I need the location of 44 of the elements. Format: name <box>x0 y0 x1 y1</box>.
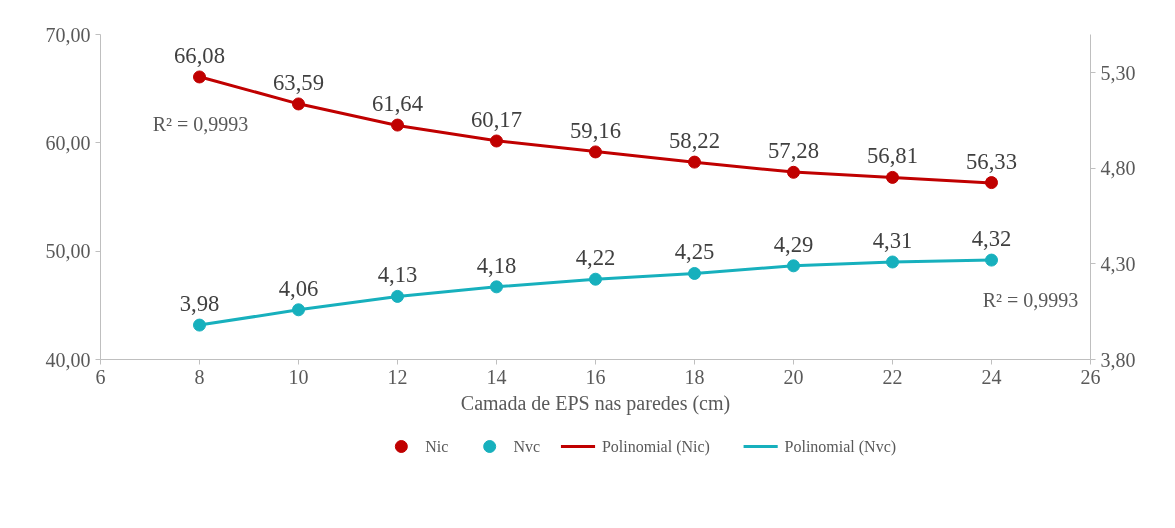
data-label: 56,33 <box>966 148 1017 174</box>
x-tick-label: 18 <box>684 365 705 388</box>
y2-tick-label: 4,80 <box>1100 157 1136 180</box>
data-label: 61,64 <box>372 91 423 117</box>
x-tick-label: 24 <box>981 365 1002 388</box>
y-tick-label: 70,00 <box>45 23 91 46</box>
data-label: 4,29 <box>773 231 814 257</box>
data-label: 4,18 <box>476 252 517 278</box>
legend-label: Polinomial (Nic) <box>601 438 710 456</box>
x-tick-label: 16 <box>585 365 606 388</box>
data-label: 4,25 <box>674 239 715 265</box>
data-label: 59,16 <box>570 117 621 143</box>
x-tick-label: 20 <box>783 365 804 388</box>
legend-label: Nvc <box>513 438 541 455</box>
x-tick-label: 12 <box>387 365 408 388</box>
y-tick-label: 50,00 <box>45 240 91 263</box>
y2-tick-label: 3,80 <box>1100 348 1136 371</box>
x-tick-label: 6 <box>95 365 106 388</box>
x-tick-label: 26 <box>1080 365 1101 388</box>
data-label: 4,31 <box>872 228 913 253</box>
x-tick-label: 14 <box>486 365 507 388</box>
annotation: R² = 0,9993 <box>152 112 249 135</box>
legend-label: Polinomial (Nvc) <box>784 438 897 456</box>
annotation: R² = 0,9993 <box>982 288 1079 311</box>
y2-tick-label: 5,30 <box>1100 61 1136 84</box>
data-label: 58,22 <box>669 128 720 154</box>
data-label: 63,59 <box>273 69 324 95</box>
data-label: 56,81 <box>867 143 918 169</box>
data-label: 4,22 <box>575 245 616 271</box>
data-label: 57,28 <box>768 138 819 164</box>
data-label: 66,08 <box>174 42 225 68</box>
x-tick-label: 22 <box>882 365 903 388</box>
data-label: 4,13 <box>377 262 418 288</box>
x-axis-title: Camada de EPS nas paredes (cm) <box>460 391 731 415</box>
x-tick-label: 10 <box>288 365 309 388</box>
y2-tick-label: 4,30 <box>1100 252 1136 275</box>
data-label: 60,17 <box>471 106 522 132</box>
data-label: 3,98 <box>179 291 220 317</box>
y-tick-label: 40,00 <box>45 348 91 371</box>
y-tick-label: 60,00 <box>45 131 91 154</box>
data-label: 4,32 <box>971 226 1012 252</box>
x-tick-label: 8 <box>194 365 205 388</box>
legend-label: Nic <box>425 438 449 455</box>
data-label: 4,06 <box>278 275 319 301</box>
